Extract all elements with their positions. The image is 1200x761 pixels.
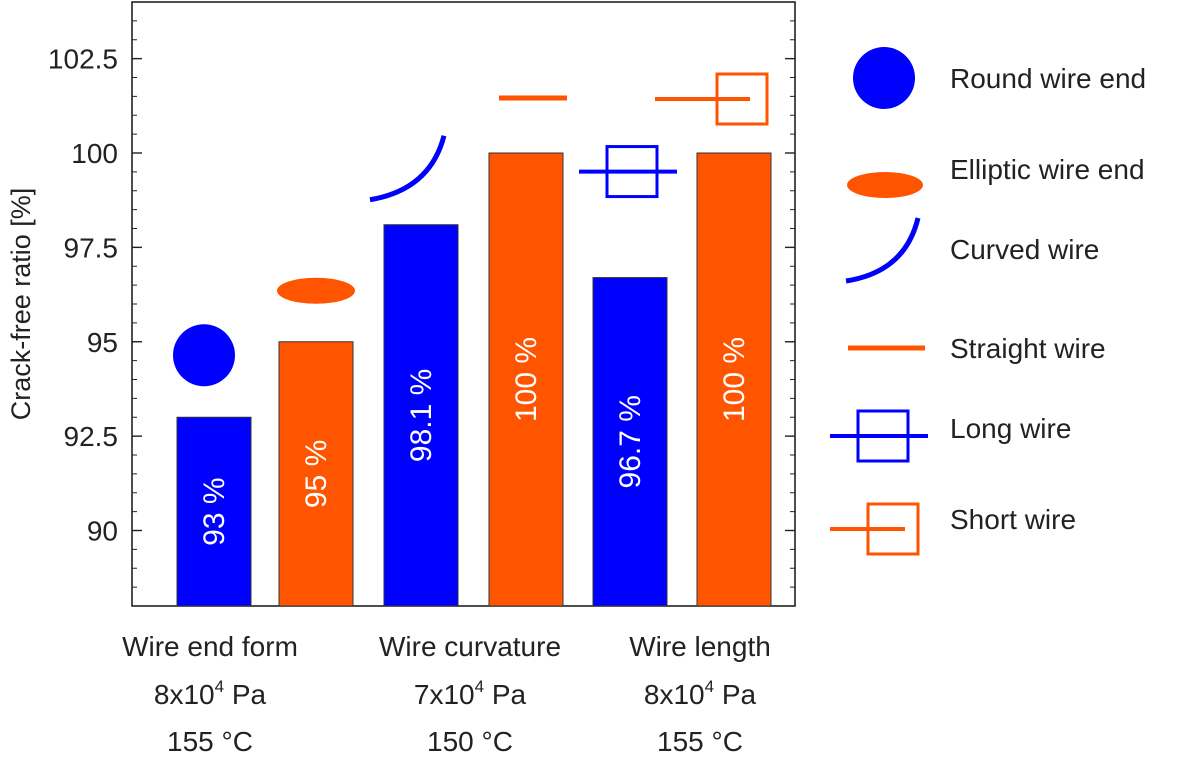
group-pressure: 8x104 Pa — [154, 677, 267, 710]
long-wire-icon — [579, 145, 677, 199]
y-tick-label: 100 — [71, 138, 118, 169]
group-title: Wire end form — [122, 631, 298, 662]
bar-long-wire — [592, 277, 668, 607]
y-tick-label: 90 — [87, 516, 118, 547]
y-tick-label: 92.5 — [64, 421, 119, 452]
legend-item: Long wire — [830, 409, 1071, 463]
legend-item: Curved wire — [845, 217, 1099, 284]
group-title: Wire curvature — [379, 631, 561, 662]
legend-label: Short wire — [950, 504, 1076, 535]
short-wire-icon — [655, 72, 769, 126]
legend-label: Straight wire — [950, 333, 1106, 364]
y-tick-label: 95 — [87, 327, 118, 358]
bar-elliptic-wire-end — [278, 341, 354, 607]
elliptic-wire-end-icon — [277, 277, 355, 304]
bar-data-label: 98.1 % — [405, 369, 438, 462]
group-title: Wire length — [629, 631, 771, 662]
group-pressure: 7x104 Pa — [414, 677, 527, 710]
group-temperature: 150 °C — [427, 726, 513, 757]
legend: Round wire end Elliptic wire end Curved wi… — [830, 47, 1146, 556]
bar-data-label: 95 % — [300, 440, 333, 508]
long-wire-icon — [830, 409, 928, 463]
round-wire-end-icon — [853, 47, 915, 109]
y-axis-label: Crack-free ratio [%] — [6, 188, 36, 421]
legend-label: Long wire — [950, 413, 1071, 444]
legend-label: Elliptic wire end — [950, 154, 1145, 185]
bar-data-label: 93 % — [198, 477, 231, 545]
curved-wire-icon — [845, 217, 921, 284]
y-tick-label: 102.5 — [48, 44, 118, 75]
legend-item: Elliptic wire end — [847, 154, 1145, 198]
y-tick-label: 97.5 — [64, 232, 119, 263]
bar-curved-wire — [383, 224, 459, 607]
curved-wire-icon — [369, 135, 447, 203]
legend-item: Round wire end — [853, 47, 1146, 109]
legend-label: Curved wire — [950, 234, 1099, 265]
legend-item: Short wire — [830, 502, 1076, 556]
short-wire-icon — [830, 502, 920, 556]
group-temperature: 155 °C — [657, 726, 743, 757]
group-pressure: 8x104 Pa — [644, 677, 757, 710]
legend-label: Round wire end — [950, 63, 1146, 94]
bar-data-label: 100 % — [510, 337, 543, 422]
bar-short-wire — [696, 152, 772, 607]
elliptic-wire-end-icon — [847, 172, 923, 198]
bar-data-label: 96.7 % — [614, 395, 647, 488]
group-temperature: 155 °C — [167, 726, 253, 757]
legend-item: Straight wire — [848, 333, 1106, 364]
round-wire-end-icon — [173, 324, 235, 387]
bar-round-wire-end — [176, 416, 252, 607]
bar-data-label: 100 % — [718, 337, 751, 422]
bar-straight-wire — [488, 152, 564, 607]
